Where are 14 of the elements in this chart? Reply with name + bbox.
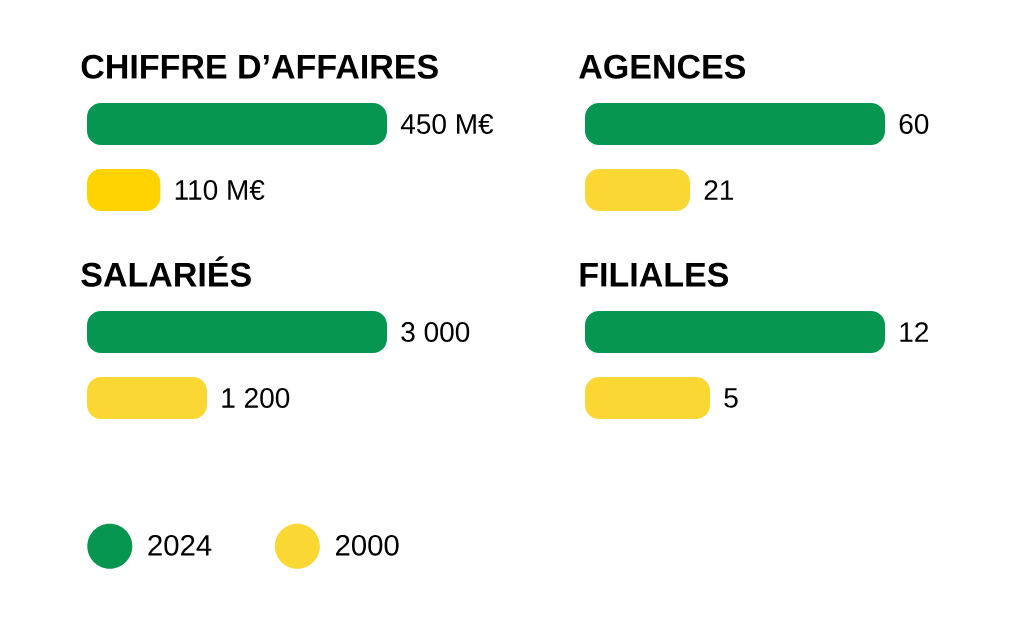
data-label: 5 [724, 388, 738, 408]
data-label: 21 [704, 180, 734, 200]
chart-title: CHIFFRE D’AFFAIRES [81, 54, 438, 79]
data-label: 60 [899, 114, 929, 134]
chart-title: SALARIÉS [81, 256, 251, 287]
data-label: 12 [900, 322, 928, 342]
data-label: 110 M€ [175, 180, 265, 200]
data-label: 1 200 [222, 388, 290, 408]
legend-label: 2024 [148, 534, 212, 556]
chart-title: AGENCES [579, 54, 746, 79]
legend-label: 2000 [336, 534, 399, 556]
data-label: 3 000 [401, 322, 470, 342]
data-label: 450 M€ [400, 114, 494, 134]
chart-title: FILIALES [580, 262, 729, 287]
